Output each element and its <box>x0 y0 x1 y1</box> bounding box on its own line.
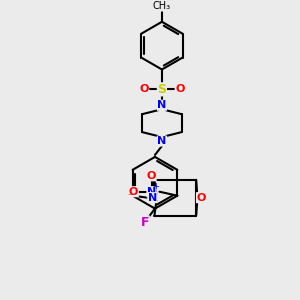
Text: CH₃: CH₃ <box>153 1 171 11</box>
Text: S: S <box>158 83 166 96</box>
Text: N: N <box>148 193 157 203</box>
Text: N: N <box>147 187 156 197</box>
Text: O: O <box>129 187 138 197</box>
Text: O: O <box>147 171 156 181</box>
Text: O: O <box>140 84 149 94</box>
Text: N: N <box>157 100 167 110</box>
Text: ⁻: ⁻ <box>127 193 132 203</box>
Text: F: F <box>141 216 149 229</box>
Text: N: N <box>157 136 167 146</box>
Text: O: O <box>175 84 184 94</box>
Text: O: O <box>196 193 206 203</box>
Text: +: + <box>152 182 159 191</box>
